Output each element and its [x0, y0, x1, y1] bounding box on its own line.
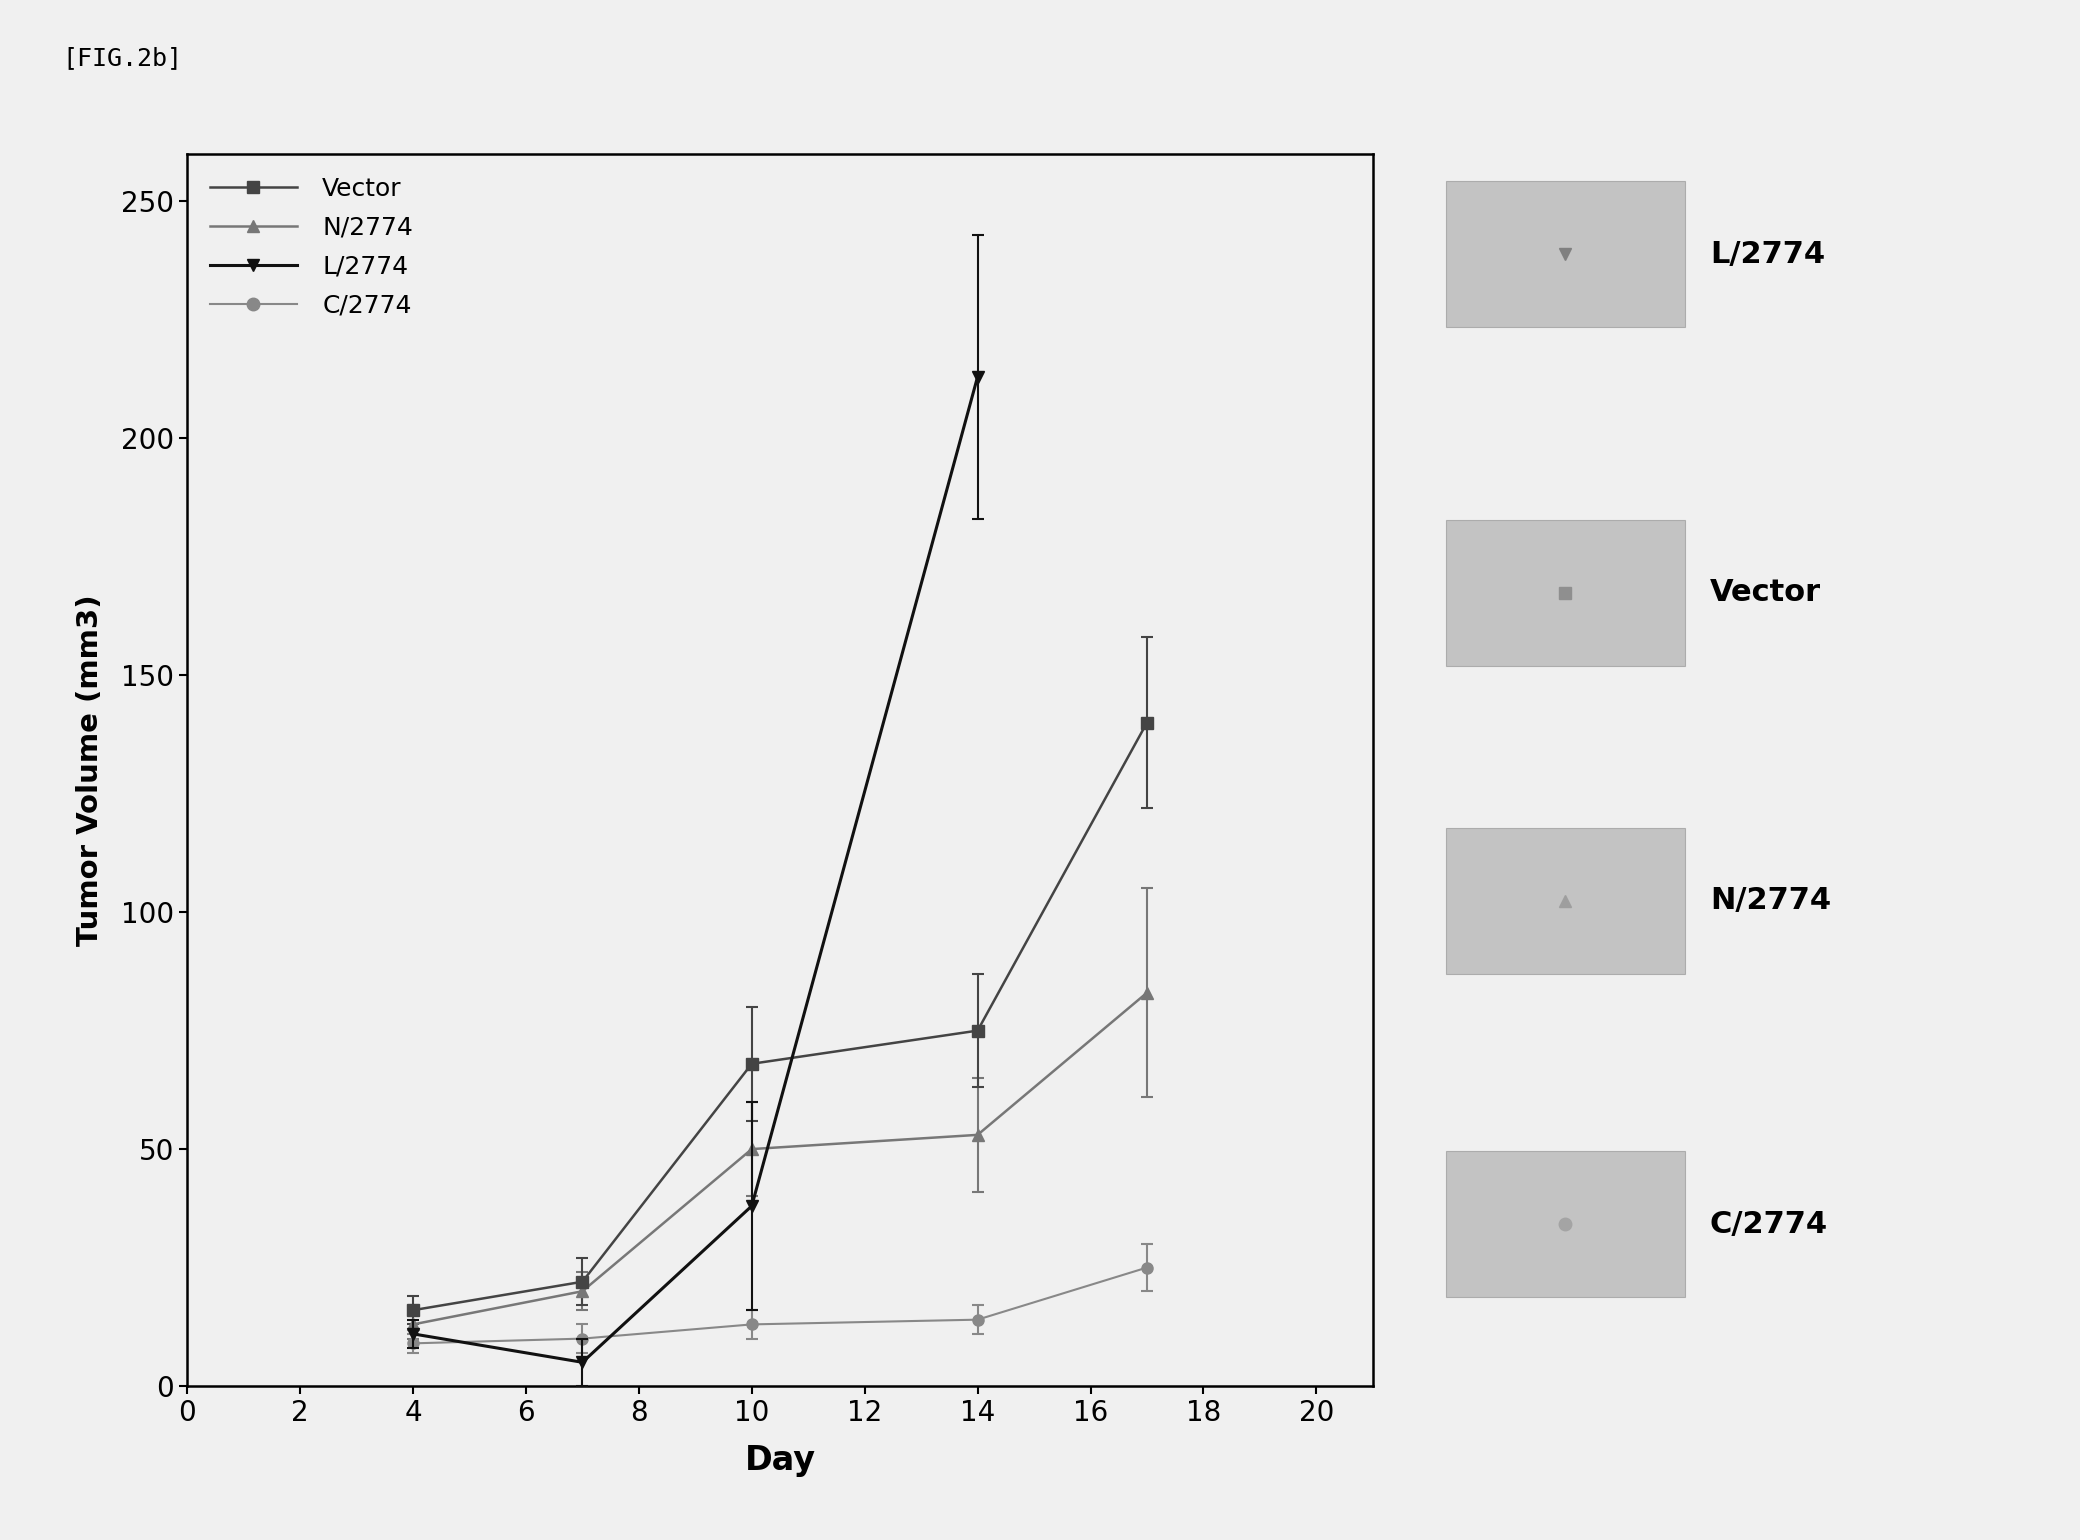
Text: [FIG.2b]: [FIG.2b]	[62, 46, 183, 71]
Text: C/2774: C/2774	[1710, 1210, 1828, 1238]
Text: N/2774: N/2774	[1710, 887, 1830, 915]
Legend: Vector, N/2774, L/2774, C/2774: Vector, N/2774, L/2774, C/2774	[200, 166, 422, 328]
Y-axis label: Tumor Volume (mm3): Tumor Volume (mm3)	[77, 594, 104, 946]
X-axis label: Day: Day	[745, 1445, 815, 1477]
Text: L/2774: L/2774	[1710, 240, 1824, 268]
Text: Vector: Vector	[1710, 579, 1820, 607]
